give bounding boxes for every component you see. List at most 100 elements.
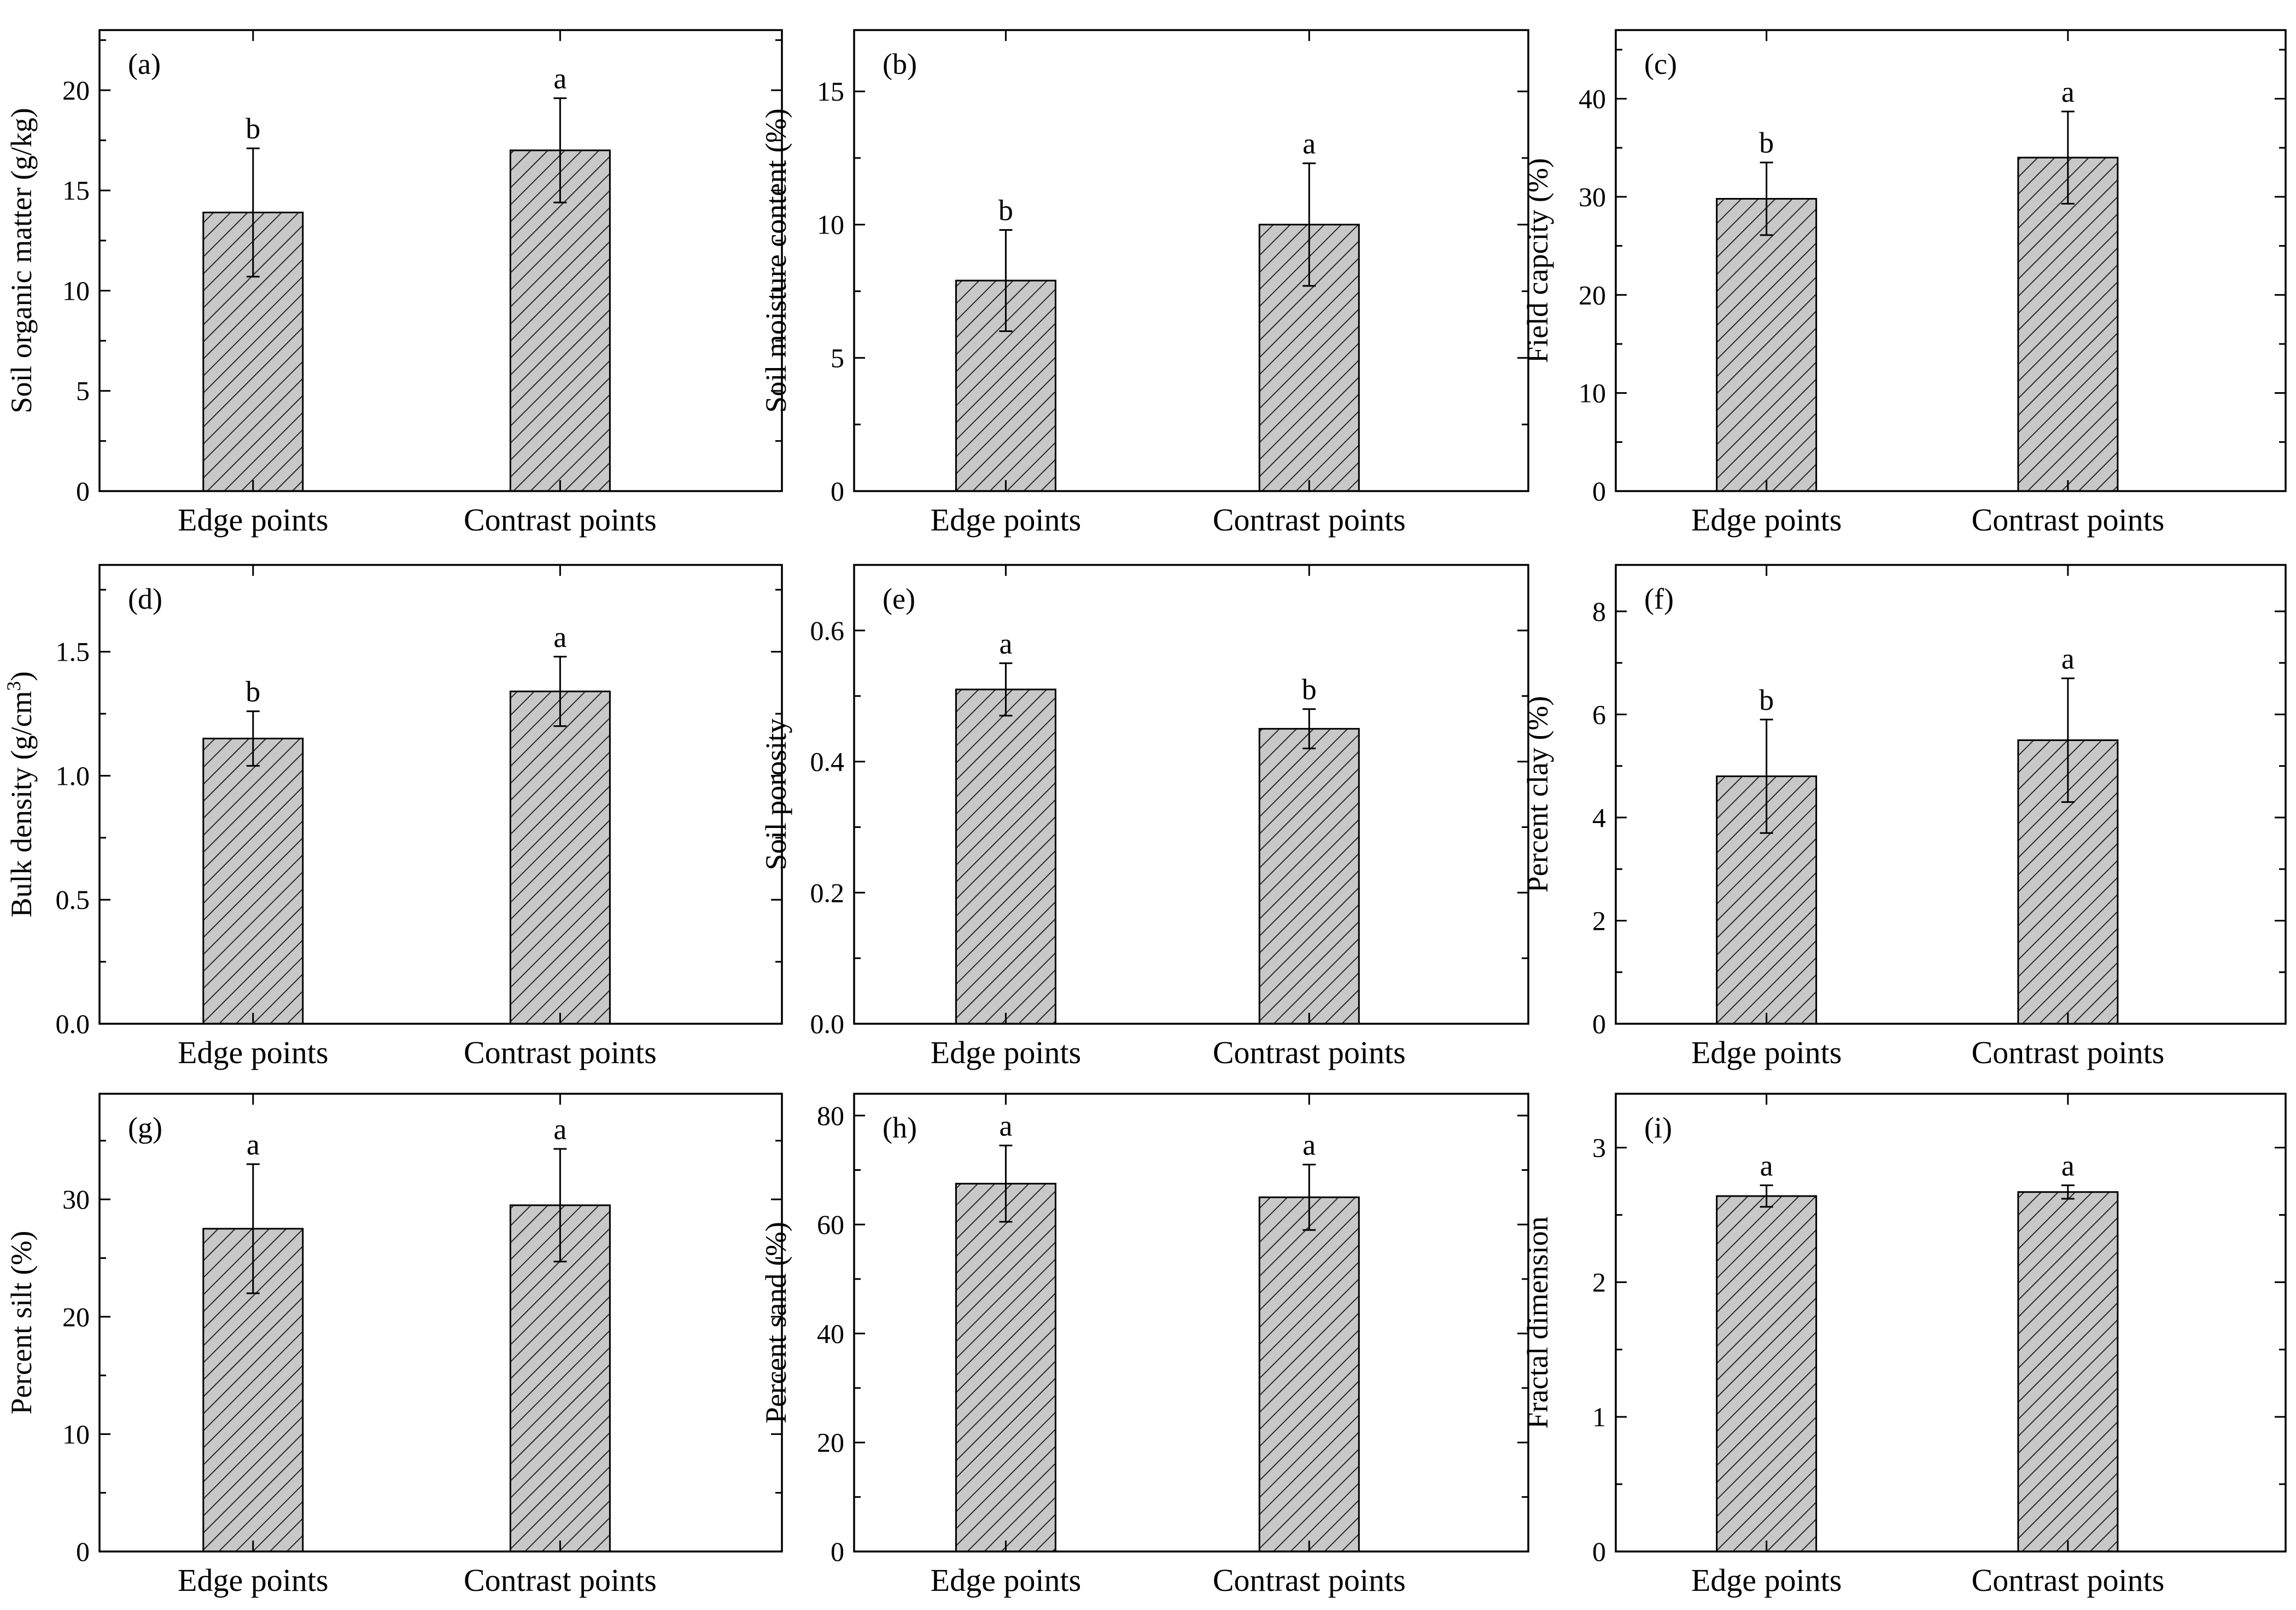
y-tick-label: 4 <box>1592 802 1606 833</box>
significance-letter: b <box>246 675 260 708</box>
y-tick-label: 30 <box>62 1184 90 1215</box>
y-axis-label: Soil porosity <box>760 719 792 871</box>
x-tick-label: Edge points <box>931 1035 1081 1070</box>
y-tick-label: 1.0 <box>56 760 90 791</box>
significance-letter: b <box>1302 673 1317 706</box>
significance-letter: a <box>999 1110 1012 1142</box>
plot-frame <box>1615 1093 2287 1553</box>
bar <box>1258 1196 1360 1553</box>
chart-panel: 0 20 40 60 80 a Edge points a Contrast points (h)… <box>760 1093 1529 1598</box>
panel-label: (i) <box>1644 1111 1672 1144</box>
chart-panel: 0 2 4 6 8 b Edge points a Contrast points (f) Perc… <box>1521 564 2287 1070</box>
y-tick-label: 40 <box>817 1318 844 1349</box>
significance-letter: a <box>553 621 566 654</box>
y-tick-label: 6 <box>1592 699 1606 730</box>
y-tick-label: 0.2 <box>810 877 845 908</box>
significance-letter: b <box>1759 684 1774 716</box>
significance-letter: a <box>1302 127 1316 160</box>
y-tick-label: 5 <box>76 376 90 406</box>
x-tick-label: Edge points <box>178 1035 328 1070</box>
x-tick-label: Edge points <box>1691 502 1842 538</box>
bar <box>202 737 304 1025</box>
bar <box>509 690 611 1025</box>
panel-label: (a) <box>128 48 161 80</box>
x-tick-label: Contrast points <box>1971 502 2164 538</box>
x-tick-label: Edge points <box>178 502 328 538</box>
panel-label: (g) <box>128 1111 162 1144</box>
y-tick-label: 0.6 <box>810 615 845 646</box>
panel-label: (f) <box>1644 582 1674 615</box>
y-tick-label: 0.4 <box>810 746 845 777</box>
y-tick-label: 3 <box>1592 1132 1606 1163</box>
plot-frame <box>1615 29 2287 492</box>
y-tick-label: 0.0 <box>56 1008 90 1039</box>
chart-panel: 0 5 10 15 b Edge points a Contrast points (b) Soi… <box>760 29 1529 538</box>
y-tick-label: 80 <box>817 1100 844 1131</box>
y-tick-label: 30 <box>1579 182 1606 212</box>
bar <box>1258 728 1360 1025</box>
y-tick-label: 0 <box>76 1536 90 1567</box>
y-tick-label: 20 <box>817 1427 844 1458</box>
plot-frame <box>853 564 1529 1025</box>
y-tick-label: 20 <box>1579 279 1606 310</box>
y-axis-label: Soil moisture content (%) <box>760 108 792 412</box>
x-tick-label: Edge points <box>1691 1035 1842 1070</box>
plot-frame <box>853 1093 1529 1553</box>
significance-letter: a <box>553 62 566 95</box>
chart-panel: 0 1 2 3 a Edge points a Contrast points (i) Fract… <box>1521 1093 2287 1598</box>
panel-label: (c) <box>1644 48 1677 80</box>
chart-panel: 0 5 10 15 20 b Edge points a Contrast points (a) S… <box>5 29 783 538</box>
y-tick-label: 20 <box>62 75 90 106</box>
plot-frame <box>98 29 783 492</box>
x-tick-label: Edge points <box>178 1562 328 1598</box>
y-axis-label: Bulk density (g/cm3) <box>3 672 38 918</box>
panel-label: (b) <box>883 48 917 80</box>
chart-panel: 0 10 20 30 40 b Edge points a Contrast points (c)… <box>1521 29 2287 538</box>
significance-letter: b <box>1759 126 1774 159</box>
bar <box>2017 1191 2119 1553</box>
bar <box>955 1182 1056 1553</box>
plot-frame <box>1615 564 2287 1025</box>
x-tick-label: Contrast points <box>1213 1562 1406 1598</box>
x-tick-label: Edge points <box>931 1562 1081 1598</box>
chart-panel: 0.0 0.2 0.4 0.6 a Edge points b Contrast points… <box>760 564 1529 1070</box>
bar <box>509 1204 611 1553</box>
bar <box>1716 198 1818 492</box>
chart-panel: 0 10 20 30 a Edge points a Contrast points (g) Pe… <box>5 1093 783 1598</box>
significance-letter: a <box>1302 1129 1316 1162</box>
y-axis-label: Fractal dimension <box>1521 1216 1554 1428</box>
x-tick-label: Contrast points <box>464 1562 657 1598</box>
x-tick-label: Contrast points <box>1213 1035 1406 1070</box>
y-tick-label: 0 <box>1592 1536 1606 1567</box>
y-tick-label: 0.5 <box>56 884 90 915</box>
bar <box>955 689 1056 1025</box>
significance-letter: a <box>999 627 1012 660</box>
significance-letter: a <box>2061 75 2075 108</box>
y-tick-label: 2 <box>1592 905 1606 936</box>
y-axis-label: Percent clay (%) <box>1521 696 1554 893</box>
plot-frame <box>98 564 783 1025</box>
y-tick-label: 40 <box>1579 84 1606 114</box>
y-tick-label: 0 <box>76 476 90 506</box>
y-tick-label: 0 <box>1592 1008 1606 1039</box>
y-tick-label: 0 <box>831 476 844 506</box>
y-tick-label: 10 <box>1579 378 1606 409</box>
y-axis-label: Field capcity (%) <box>1521 158 1554 363</box>
y-tick-label: 10 <box>62 1419 90 1449</box>
panel-label: (e) <box>883 582 915 615</box>
x-tick-label: Contrast points <box>464 502 657 538</box>
y-tick-label: 15 <box>62 175 90 206</box>
y-tick-label: 0.0 <box>810 1008 845 1039</box>
y-tick-label: 0 <box>1592 476 1606 506</box>
y-tick-label: 8 <box>1592 596 1606 627</box>
significance-letter: a <box>2061 642 2075 675</box>
y-tick-label: 10 <box>62 275 90 306</box>
x-tick-label: Edge points <box>1691 1562 1842 1598</box>
y-tick-label: 15 <box>817 76 844 107</box>
y-axis-label: Percent sand (%) <box>760 1222 792 1424</box>
y-tick-label: 5 <box>831 342 844 373</box>
panel-label: (h) <box>883 1111 917 1144</box>
significance-letter: a <box>1760 1149 1773 1182</box>
plot-frame <box>853 29 1529 492</box>
x-tick-label: Contrast points <box>1213 502 1406 538</box>
